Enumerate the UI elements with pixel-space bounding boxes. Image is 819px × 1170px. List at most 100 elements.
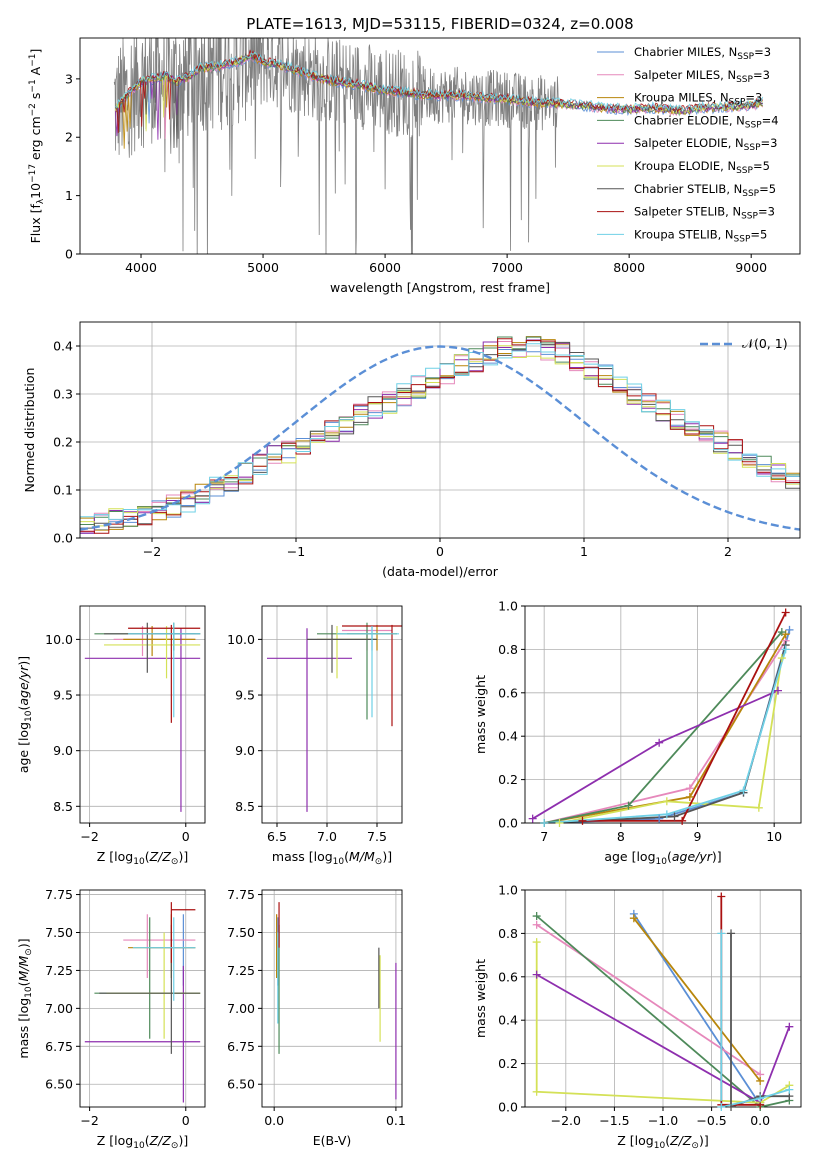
y-tick-label: 0.4	[498, 729, 518, 744]
label-part: =3	[754, 45, 771, 59]
mass-weight-series-line	[536, 923, 761, 1076]
plot-area	[535, 896, 791, 1107]
x-tick-label: 7	[540, 829, 548, 844]
label-part: Salpeter ELODIE, N	[634, 136, 744, 150]
data-point-marker	[629, 914, 638, 923]
x-axis-label: Z [log10(Z/Z⊙)]	[617, 1133, 708, 1151]
figure-title: PLATE=1613, MJD=53115, FIBERID=0324, z=0…	[246, 15, 633, 33]
x-tick-label: 0.0	[750, 1113, 770, 1128]
data-point-marker	[774, 686, 782, 695]
label-part: SSP	[734, 234, 751, 244]
x-tick-label: 0.0	[264, 1113, 284, 1128]
label-part: ⊙	[691, 1141, 699, 1151]
x-tick-label: 1	[580, 544, 588, 559]
axes-frame	[261, 605, 403, 824]
label-part: =5	[753, 159, 770, 173]
label-part: λ	[36, 198, 46, 204]
label-part: mass [log	[16, 998, 31, 1059]
label-part: SSP	[741, 212, 758, 222]
label-part: age [log	[16, 722, 31, 773]
plot-area	[267, 622, 402, 812]
x-tick-label: −2.0	[551, 1113, 581, 1128]
x-tick-label: −0.5	[696, 1113, 726, 1128]
histogram-step-line	[80, 343, 800, 538]
age-vs-mass-panel: 6.5 7.0 7.5 8.5 9.0 9.5 10.0 mass [log10(M/M⊙)]	[227, 605, 403, 867]
data-point-marker	[781, 608, 790, 617]
label-part: (	[665, 1133, 670, 1148]
label-part: (	[667, 849, 672, 864]
y-tick-label: 9.5	[235, 688, 255, 703]
y-tick-label: 7.25	[227, 963, 255, 978]
label-part: Z/Z	[669, 1133, 692, 1148]
label-part: )]	[712, 849, 722, 864]
y-tick-label: 0.1	[53, 483, 73, 498]
y-axis-label: mass [log10(M/M⊙)]	[16, 938, 34, 1058]
y-tick-label: 9.5	[53, 688, 73, 703]
label-part: SSP	[742, 189, 759, 199]
mass-vs-z-panel: −2 06.506.757.007.257.507.75Z [log10(Z/Z⊙…	[16, 887, 206, 1151]
label-part: )]	[16, 656, 31, 666]
data-point-marker	[739, 786, 748, 795]
legend-entry: Salpeter STELIB, NSSP=3	[634, 205, 775, 222]
y-axis-label: age [log10(age/yr)]	[16, 656, 34, 773]
y-tick-label: 3	[65, 71, 73, 86]
data-point-marker	[532, 912, 541, 921]
label-part: SSP	[736, 75, 753, 85]
y-axis-label: Normed distribution	[22, 368, 37, 493]
label-part: Normed distribution	[22, 368, 37, 493]
data-point-marker	[785, 625, 794, 634]
label-part: SSP	[729, 98, 746, 108]
legend-entry: Kroupa STELIB, NSSP=5	[634, 227, 767, 244]
data-point-marker	[578, 816, 587, 825]
y-tick-label: 0.6	[498, 969, 518, 984]
y-axis-label: Flux [fλ10−17 erg cm−2 s−1 A−1]	[28, 49, 46, 244]
x-tick-label: 0	[182, 829, 190, 844]
axes-frame	[524, 605, 802, 824]
label-part: ⊙	[375, 857, 383, 867]
label-part: E(B-V)	[313, 1133, 352, 1148]
data-point-marker	[528, 814, 537, 823]
x-axis-label: age [log10(age/yr)]	[604, 849, 721, 867]
axes-frame	[79, 889, 206, 1108]
label-part: Salpeter MILES, N	[634, 68, 736, 82]
label-part: SSP	[737, 52, 754, 62]
x-tick-label: 10	[766, 829, 782, 844]
x-tick-label: −1.0	[648, 1113, 678, 1128]
label-part: Chabrier ELODIE, N	[634, 113, 745, 127]
normal-reference-curve	[80, 345, 800, 531]
label-part: ⊙	[171, 1141, 179, 1151]
y-tick-label: 6.75	[45, 1039, 73, 1054]
mass-weight-series-line	[544, 649, 787, 823]
label-part: =4	[762, 113, 779, 127]
legend-entry: Chabrier ELODIE, NSSP=4	[634, 113, 779, 130]
x-tick-label: 2	[724, 544, 732, 559]
observed-spectrum-line	[113, 38, 559, 254]
x-axis-label: E(B-V)	[313, 1133, 352, 1148]
legend-entry: 𝒩(0, 1)	[742, 336, 788, 351]
legend-entry: Kroupa ELODIE, NSSP=5	[634, 159, 770, 176]
label-part: )]	[178, 1133, 188, 1148]
label-part: (	[344, 849, 349, 864]
data-point-marker	[662, 797, 671, 806]
data-point-marker	[717, 1103, 726, 1111]
data-point-marker	[781, 645, 790, 654]
label-part: (data-model)/error	[382, 564, 499, 579]
label-part: 10	[133, 1141, 145, 1151]
y-tick-label: 7.00	[45, 1001, 73, 1016]
data-point-marker	[532, 920, 541, 929]
mass-vs-ebv-panel: 0.0 0.1 6.50 6.75 7.00 7.25 7.50 7.75 E(B-V)	[227, 887, 406, 1148]
y-tick-label: 7.00	[227, 1001, 255, 1016]
label-part: )]	[382, 849, 392, 864]
label-part: 10	[28, 183, 43, 199]
label-part: mass weight	[473, 959, 488, 1038]
label-part: Z [log	[97, 1133, 133, 1148]
model-spectrum-line	[115, 51, 764, 112]
data-point-marker	[685, 784, 694, 793]
mass-weight-series-line	[544, 644, 787, 823]
data-point-marker	[777, 654, 786, 663]
data-point-marker	[532, 1087, 541, 1096]
mass-weight-vs-age-panel: 7 8 9 10 0.0 0.2 0.4 0.6 0.8 1.0 mass weight age [l…	[473, 599, 802, 867]
label-part: Flux [f	[28, 204, 43, 244]
data-point-marker	[777, 628, 786, 637]
legend-entry: Chabrier MILES, NSSP=3	[634, 45, 771, 62]
